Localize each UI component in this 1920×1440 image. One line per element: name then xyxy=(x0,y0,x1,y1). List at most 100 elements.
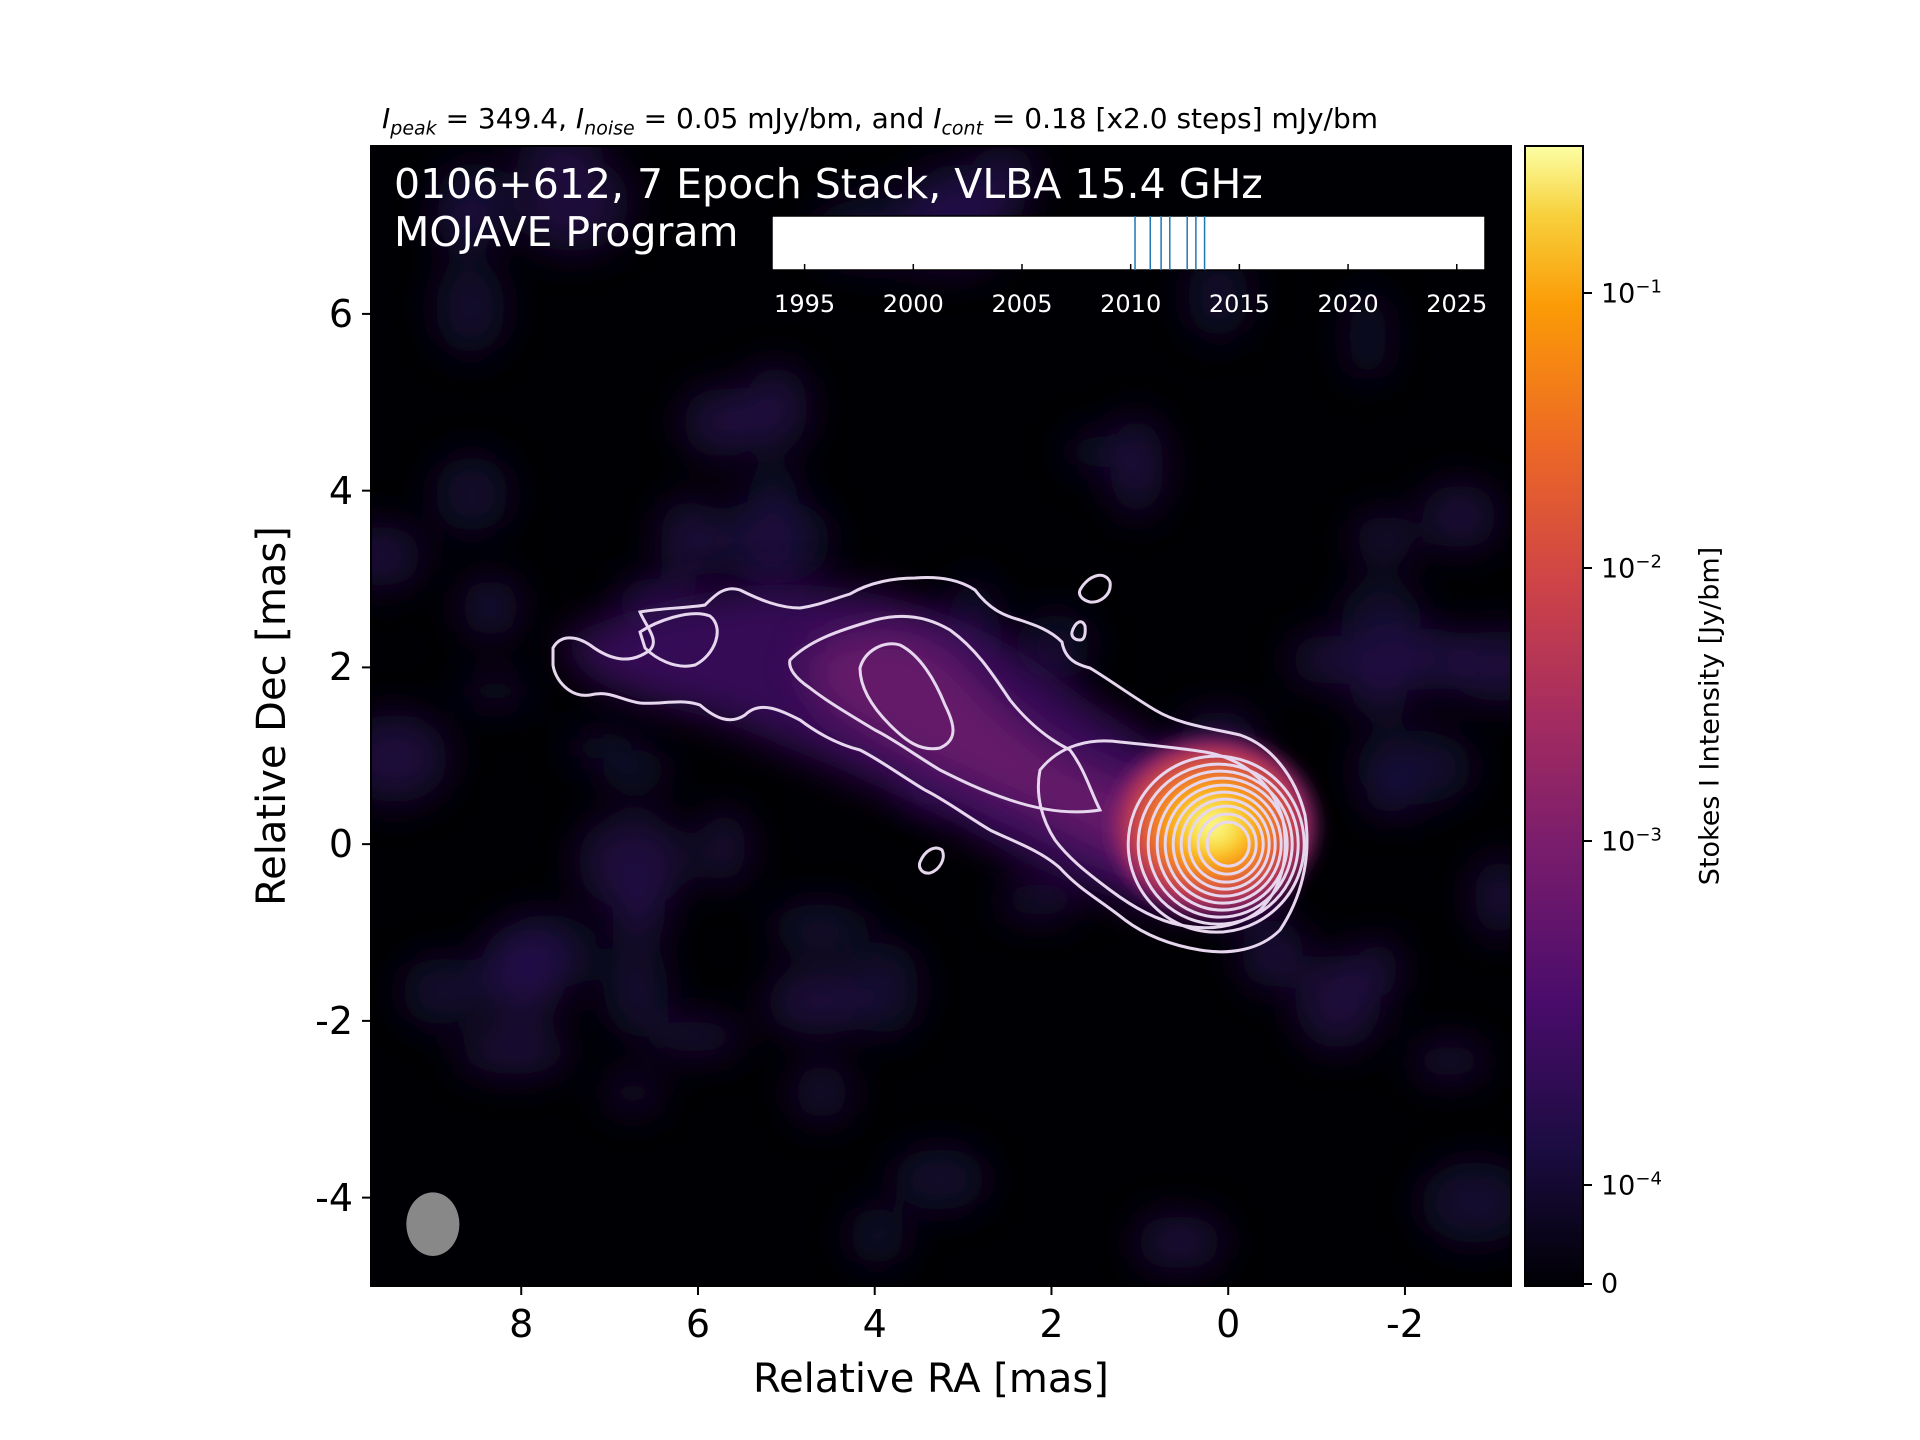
y-tick-label: 4 xyxy=(328,468,353,513)
noise-patch xyxy=(401,957,479,1026)
x-tick-label: 0 xyxy=(1216,1302,1241,1346)
contour-jet-mid xyxy=(788,614,1103,814)
noise-patch xyxy=(794,1065,849,1120)
noise-patch xyxy=(1347,292,1388,382)
noise-patch xyxy=(435,260,506,355)
x-tick-label: 2 xyxy=(1039,1302,1064,1346)
noise-patch xyxy=(514,154,630,253)
noise-patch xyxy=(480,922,568,1021)
noise-patch xyxy=(1353,515,1414,563)
x-axis-label: Relative RA [mas] xyxy=(753,1356,1109,1402)
colorbar-label: Stokes I Intensity [Jy/bm] xyxy=(1694,546,1726,886)
core-contour xyxy=(1126,754,1306,934)
noise-patch xyxy=(1065,433,1135,470)
noise-patch xyxy=(604,942,669,1037)
image-title-line2: MOJAVE Program xyxy=(394,208,739,256)
noise-patch xyxy=(438,198,493,250)
colorbar-bar xyxy=(1524,145,1584,1287)
noise-patch xyxy=(1187,254,1249,339)
y-axis-ticks xyxy=(362,312,371,1199)
timeline-tick-label: 2005 xyxy=(991,290,1053,318)
timeline-tick-label: 1995 xyxy=(774,290,836,318)
noise-patch xyxy=(765,969,869,1035)
noise-patch xyxy=(1134,1215,1224,1269)
noise-patch xyxy=(513,146,604,166)
contour-island-2 xyxy=(1070,620,1087,642)
noise-patch xyxy=(371,713,449,803)
y-tick-label: 2 xyxy=(328,645,353,690)
colorbar xyxy=(1524,145,1592,1287)
contour-island-1 xyxy=(1078,573,1112,604)
timeline-ticks xyxy=(803,264,1458,270)
noise-patch xyxy=(659,498,719,580)
chart-title: Ipeak = 349.4, Inoise = 0.05 mJy/bm, and… xyxy=(382,102,1379,140)
y-tick-label: 0 xyxy=(328,822,353,867)
noise-patch xyxy=(1473,858,1511,936)
core-contour xyxy=(1155,776,1289,912)
main-plot xyxy=(362,145,1512,1295)
noise-patch xyxy=(434,455,509,533)
noise-patch xyxy=(770,903,870,953)
colorbar-tick-label: 10−1 xyxy=(1601,276,1662,310)
image-title-line1: 0106+612, 7 Epoch Stack, VLBA 15.4 GHz xyxy=(394,160,1263,208)
noise-patch xyxy=(577,813,689,911)
noise-patch xyxy=(1366,773,1414,815)
colorbar-tick-label: 10−2 xyxy=(1601,551,1662,585)
epoch-timeline-inset xyxy=(771,215,1486,271)
timeline-tick-label: 2015 xyxy=(1208,290,1270,318)
core-contours xyxy=(1126,754,1306,934)
noise-patch xyxy=(1370,628,1480,690)
timeline-tick-label: 2025 xyxy=(1426,290,1488,318)
contour-jet-hole xyxy=(638,612,719,668)
contours xyxy=(551,573,1309,954)
noise-patch xyxy=(1289,635,1365,685)
noise-patch xyxy=(371,525,423,587)
core-contour xyxy=(1171,790,1277,898)
x-tick-label: 6 xyxy=(685,1302,711,1346)
colorbar-tick-label: 10−4 xyxy=(1601,1168,1662,1202)
noise-patch xyxy=(701,810,747,885)
epoch-lines xyxy=(1134,216,1206,270)
noise-patch xyxy=(648,1018,742,1055)
beam-ellipse xyxy=(406,1192,460,1256)
core-contour xyxy=(1179,797,1271,891)
y-tick-label: -2 xyxy=(315,998,353,1043)
noise-patch xyxy=(852,940,920,1036)
noise-patch xyxy=(606,1076,660,1110)
colorbar-tick-label: 10−3 xyxy=(1601,824,1662,858)
core-contour xyxy=(1187,804,1265,884)
core-contour xyxy=(1146,769,1294,919)
x-tick-label: 4 xyxy=(862,1302,887,1346)
core-contour xyxy=(1205,820,1251,868)
noise-patch xyxy=(1420,1161,1511,1244)
noise-patch xyxy=(999,881,1080,918)
core-contour xyxy=(1163,783,1283,905)
noise-patch xyxy=(461,578,520,637)
noise-patch xyxy=(892,1148,987,1211)
noise-patch xyxy=(1412,1042,1486,1080)
noise-patch xyxy=(457,1026,570,1075)
plot-frame xyxy=(370,145,1512,1287)
noise-patch xyxy=(712,497,832,585)
noise-patch xyxy=(458,675,532,707)
core-contour xyxy=(1196,812,1258,876)
timeline-box xyxy=(771,215,1486,271)
contour-inner-jet xyxy=(1036,739,1287,930)
x-tick-label: 8 xyxy=(509,1302,534,1346)
y-tick-label: -4 xyxy=(315,1175,353,1220)
colorbar-tick-label: 0 xyxy=(1601,1268,1619,1300)
noise-patch xyxy=(1295,955,1381,1050)
x-axis-ticks xyxy=(520,1286,1406,1295)
y-axis-label: Relative Dec [mas] xyxy=(249,526,295,906)
contour-jet-outer xyxy=(551,576,1309,954)
noise-patch xyxy=(849,1205,905,1266)
y-tick-label: 6 xyxy=(328,291,353,336)
noise-patch xyxy=(682,387,765,458)
noise-patch xyxy=(566,731,632,764)
core-contour xyxy=(1136,762,1300,926)
noise-patch xyxy=(1422,484,1498,549)
timeline-tick-label: 2010 xyxy=(1100,290,1162,318)
timeline-tick-label: 2020 xyxy=(1317,290,1379,318)
contour-island-3 xyxy=(918,846,945,875)
